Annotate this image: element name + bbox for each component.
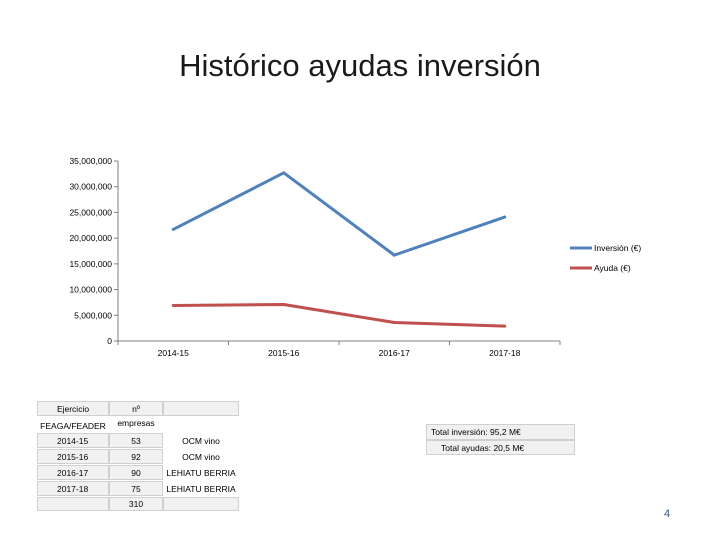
table-cell-bg — [37, 433, 109, 448]
series-line-inversion — [172, 171, 506, 257]
table-total-empresas: 310 — [128, 499, 144, 509]
table-cell-bg — [37, 449, 109, 464]
y-tick-label: 30,000,000 — [69, 182, 112, 192]
table-header-cell — [37, 401, 109, 416]
table-row-programa: LEHIATU BERRIA — [166, 468, 236, 478]
y-tick-label: 35,000,000 — [69, 156, 112, 166]
page-number: 4 — [664, 508, 671, 520]
table-cell-bg — [109, 433, 163, 448]
legend-label: Inversión (€) — [594, 243, 641, 253]
x-tick-label: 2015-16 — [268, 348, 299, 358]
line-chart: 0 5,000,000 10,000,000 15,000,000 20,000,000… — [69, 156, 641, 358]
y-tick-label: 5,000,000 — [74, 310, 112, 320]
legend-label: Ayuda (€) — [594, 263, 631, 273]
series-line-ayuda — [173, 302, 505, 328]
y-tick-label: 10,000,000 — [69, 285, 112, 295]
y-tick-label: 15,000,000 — [69, 259, 112, 269]
table-cell-bg — [37, 481, 109, 496]
data-point — [282, 171, 286, 175]
y-tick-label: 20,000,000 — [69, 233, 112, 243]
table-row-empresas: 92 — [131, 452, 141, 462]
x-tick-label: 2014-15 — [158, 348, 189, 358]
total-ayudas: Total ayudas: 20,5 M€ — [441, 443, 525, 453]
total-inversion: Total inversión: 95,2 M€ — [431, 427, 521, 437]
data-point — [171, 304, 175, 308]
table-row-ejercicio: 2014-15 — [57, 436, 89, 446]
table-cell-bg — [37, 497, 109, 511]
table-row-programa: OCM vino — [182, 436, 220, 446]
data-point — [171, 227, 175, 231]
table-cell-bg — [109, 497, 163, 511]
y-tick-label: 0 — [107, 336, 112, 346]
table-header-cell — [163, 401, 239, 416]
legend: Inversión (€) Ayuda (€) — [570, 243, 641, 273]
data-point — [392, 253, 396, 257]
y-axis: 0 5,000,000 10,000,000 15,000,000 20,000,000… — [69, 156, 119, 346]
slide-title: Histórico ayudas inversión — [179, 48, 541, 83]
table-cell-bg — [109, 449, 163, 464]
data-point — [503, 324, 507, 328]
series-lines — [171, 171, 507, 328]
x-tick-label: 2016-17 — [379, 348, 410, 358]
table-header-cell — [109, 401, 163, 416]
header-ejercicio: Ejercicio — [56, 404, 90, 414]
table-cell-bg — [109, 465, 163, 480]
totals-cell-bg — [426, 424, 575, 440]
table-row-ejercicio: 2016-17 — [57, 468, 89, 478]
header-empresas: empresas — [117, 418, 155, 428]
table-row-empresas: 53 — [131, 436, 141, 446]
x-axis: 2014-15 2015-16 2016-17 2017-18 — [117, 340, 561, 358]
table-cell-bg — [163, 497, 239, 511]
data-point — [392, 320, 396, 324]
table-row-programa: LEHIATU BERRIA — [166, 484, 236, 494]
x-tick-label: 2017-18 — [489, 348, 520, 358]
table-row-programa: OCM vino — [182, 452, 220, 462]
data-point — [282, 302, 286, 306]
header-feaga-feader: FEAGA/FEADER — [40, 421, 106, 431]
data-point — [503, 215, 507, 219]
table-cell-bg — [37, 465, 109, 480]
table-row-ejercicio: 2015-16 — [57, 452, 89, 462]
table-row-empresas: 75 — [131, 484, 141, 494]
header-num: nº — [132, 404, 140, 414]
table-cell-bg — [109, 481, 163, 496]
totals-cell-bg — [426, 440, 575, 455]
table-row-empresas: 90 — [131, 468, 141, 478]
y-tick-label: 25,000,000 — [69, 207, 112, 217]
table-row-ejercicio: 2017-18 — [57, 484, 89, 494]
